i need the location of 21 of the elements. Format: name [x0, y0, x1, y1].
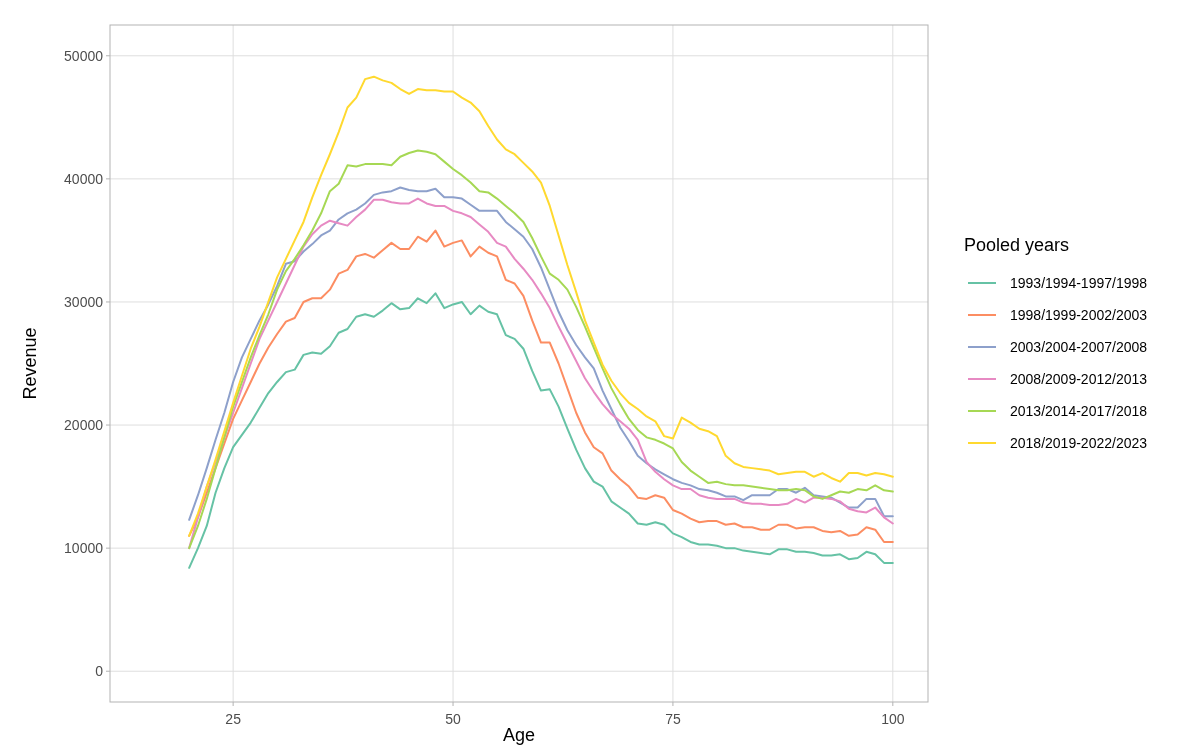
y-tick-label: 40000	[64, 170, 104, 187]
legend-label: 2018/2019-2022/2023	[1010, 434, 1148, 451]
line-series	[188, 292, 894, 569]
x-tick-label: 100	[881, 711, 905, 727]
y-tick-label: 20000	[64, 416, 104, 433]
x-tick-label: 25	[225, 711, 242, 727]
legend-label: 2013/2014-2017/2018	[1010, 402, 1148, 419]
legend-label: 2008/2009-2012/2013	[1010, 370, 1148, 387]
x-tick-label: 75	[665, 711, 681, 727]
legend-label: 1993/1994-1997/1998	[1010, 274, 1148, 291]
y-tick-label: 30000	[64, 293, 104, 310]
x-tick-label: 50	[445, 711, 462, 727]
y-tick-label: 0	[95, 663, 104, 680]
x-axis-title: Age	[502, 725, 536, 745]
y-tick-label: 10000	[64, 540, 104, 557]
y-axis-title: Revenue	[20, 327, 40, 400]
legend-title: Pooled years	[964, 235, 1070, 255]
legend-label: 2003/2004-2007/2008	[1010, 338, 1148, 355]
legend-label: 1998/1999-2002/2003	[1010, 306, 1148, 323]
y-tick-label: 50000	[64, 47, 104, 64]
line-series	[188, 75, 894, 537]
